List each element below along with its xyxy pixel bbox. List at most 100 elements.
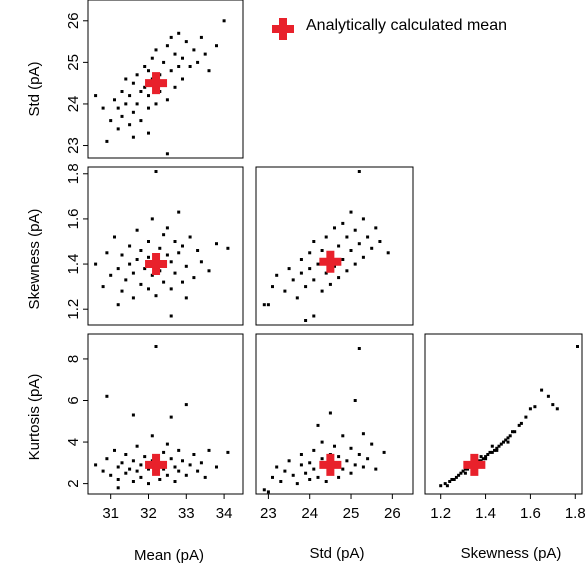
scatter-point	[386, 251, 390, 255]
scatter-point	[345, 269, 349, 273]
scatter-point	[177, 210, 181, 214]
scatter-point	[287, 459, 291, 463]
scatter-point	[304, 319, 308, 322]
scatter-point	[199, 35, 203, 39]
scatter-point	[312, 467, 316, 471]
scatter-point	[320, 457, 324, 461]
scatter-point	[150, 434, 154, 438]
scatter-point	[463, 471, 467, 475]
scatter-point	[215, 44, 218, 48]
scatter-point	[188, 463, 192, 467]
scatter-point	[275, 273, 279, 277]
scatter-point	[320, 289, 324, 293]
panel-std-vs-mean	[87, 0, 244, 159]
scatter-point	[357, 453, 361, 456]
scatter-point	[466, 467, 470, 471]
scatter-point	[116, 486, 120, 490]
scatter-point	[357, 170, 361, 173]
scatter-point	[105, 457, 109, 461]
scatter-point	[128, 244, 132, 248]
scatter-point	[353, 228, 357, 232]
scatter-point	[304, 471, 308, 475]
scatter-point	[101, 469, 105, 473]
scatter-point	[192, 453, 196, 456]
y-tick-label: 6	[65, 396, 82, 404]
x-tick-label: 26	[384, 505, 401, 522]
scatter-point	[116, 465, 120, 469]
scatter-point	[165, 226, 169, 230]
legend: Analytically calculated mean	[272, 17, 507, 40]
scatter-point	[502, 440, 505, 444]
scatter-point	[143, 65, 147, 68]
scatter-point	[131, 413, 135, 417]
scatter-point	[262, 303, 266, 307]
scatter-point	[101, 285, 105, 289]
scatter-point	[312, 240, 316, 243]
scatter-point	[345, 235, 349, 239]
scatter-point	[173, 85, 177, 89]
scatter-point	[196, 469, 200, 473]
scatter-point	[508, 434, 512, 438]
scatter-point	[341, 258, 345, 261]
scatter-point	[128, 467, 132, 471]
scatter-point	[341, 467, 345, 471]
scatter-point	[299, 453, 303, 456]
panel-kurtosis-vs-mean	[87, 333, 244, 495]
scatter-point	[555, 407, 559, 411]
scatter-point	[324, 235, 328, 239]
scatter-point	[361, 217, 365, 221]
mean-marker	[145, 72, 168, 95]
scatter-point	[283, 289, 287, 293]
scatter-point	[120, 253, 124, 257]
scatter-point	[337, 475, 341, 479]
x-tick-label: 1.6	[520, 505, 541, 522]
scatter-point	[124, 77, 128, 81]
scatter-point	[378, 240, 382, 243]
scatter-point	[366, 457, 370, 461]
scatter-point	[169, 457, 173, 461]
scatter-point	[173, 480, 177, 483]
scatter-point	[120, 90, 124, 93]
scatter-point	[519, 421, 523, 425]
scatter-point	[517, 423, 521, 427]
scatter-point	[495, 446, 499, 450]
scatter-point	[308, 461, 312, 465]
scatter-point	[184, 40, 188, 44]
scatter-point	[316, 475, 320, 479]
scatter-point	[457, 473, 461, 477]
scatter-point	[105, 139, 109, 143]
scatter-point	[188, 235, 192, 239]
scatter-point	[291, 473, 295, 477]
scatter-point	[169, 415, 173, 419]
scatter-point	[181, 244, 184, 248]
scatter-point	[135, 444, 139, 448]
y-tick-label: 26	[65, 12, 82, 29]
scatter-point	[154, 294, 158, 298]
scatter-point	[116, 106, 120, 110]
scatter-point	[308, 251, 312, 255]
ylabel-kurtosis: Kurtosis (pA)	[26, 374, 43, 461]
x-tick-label: 31	[102, 505, 119, 522]
scatter-point	[528, 407, 532, 411]
scatter-point	[135, 102, 139, 106]
scatter-point	[262, 488, 266, 492]
scatter-point	[454, 475, 458, 479]
scatter-point	[150, 273, 154, 277]
scatter-point	[131, 135, 135, 139]
scatter-point	[105, 251, 109, 255]
scatter-point	[463, 467, 467, 471]
scatter-point	[131, 271, 135, 275]
scatter-point	[116, 478, 120, 481]
xlabel-mean: Mean (pA)	[134, 547, 204, 564]
y-tick-label: 1.8	[65, 163, 82, 184]
scatter-point	[299, 258, 303, 261]
scatter-point	[506, 436, 510, 440]
scatter-point	[169, 260, 173, 264]
scatter-point	[143, 85, 147, 89]
scatter-point	[312, 278, 316, 282]
scatter-point	[337, 455, 341, 459]
scatter-point	[147, 482, 150, 486]
scatter-point	[177, 469, 181, 473]
scatter-point	[207, 69, 211, 73]
scatter-point	[324, 271, 328, 275]
